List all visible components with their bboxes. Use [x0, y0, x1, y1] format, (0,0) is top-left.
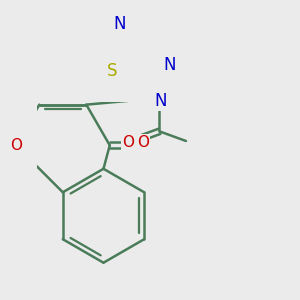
Text: S: S — [107, 61, 118, 80]
Text: O: O — [136, 135, 148, 150]
Text: O: O — [10, 138, 22, 153]
Text: N: N — [154, 92, 167, 110]
Text: H: H — [112, 12, 122, 25]
Text: N: N — [163, 56, 176, 74]
Text: N: N — [113, 15, 125, 33]
Text: O: O — [123, 135, 135, 150]
